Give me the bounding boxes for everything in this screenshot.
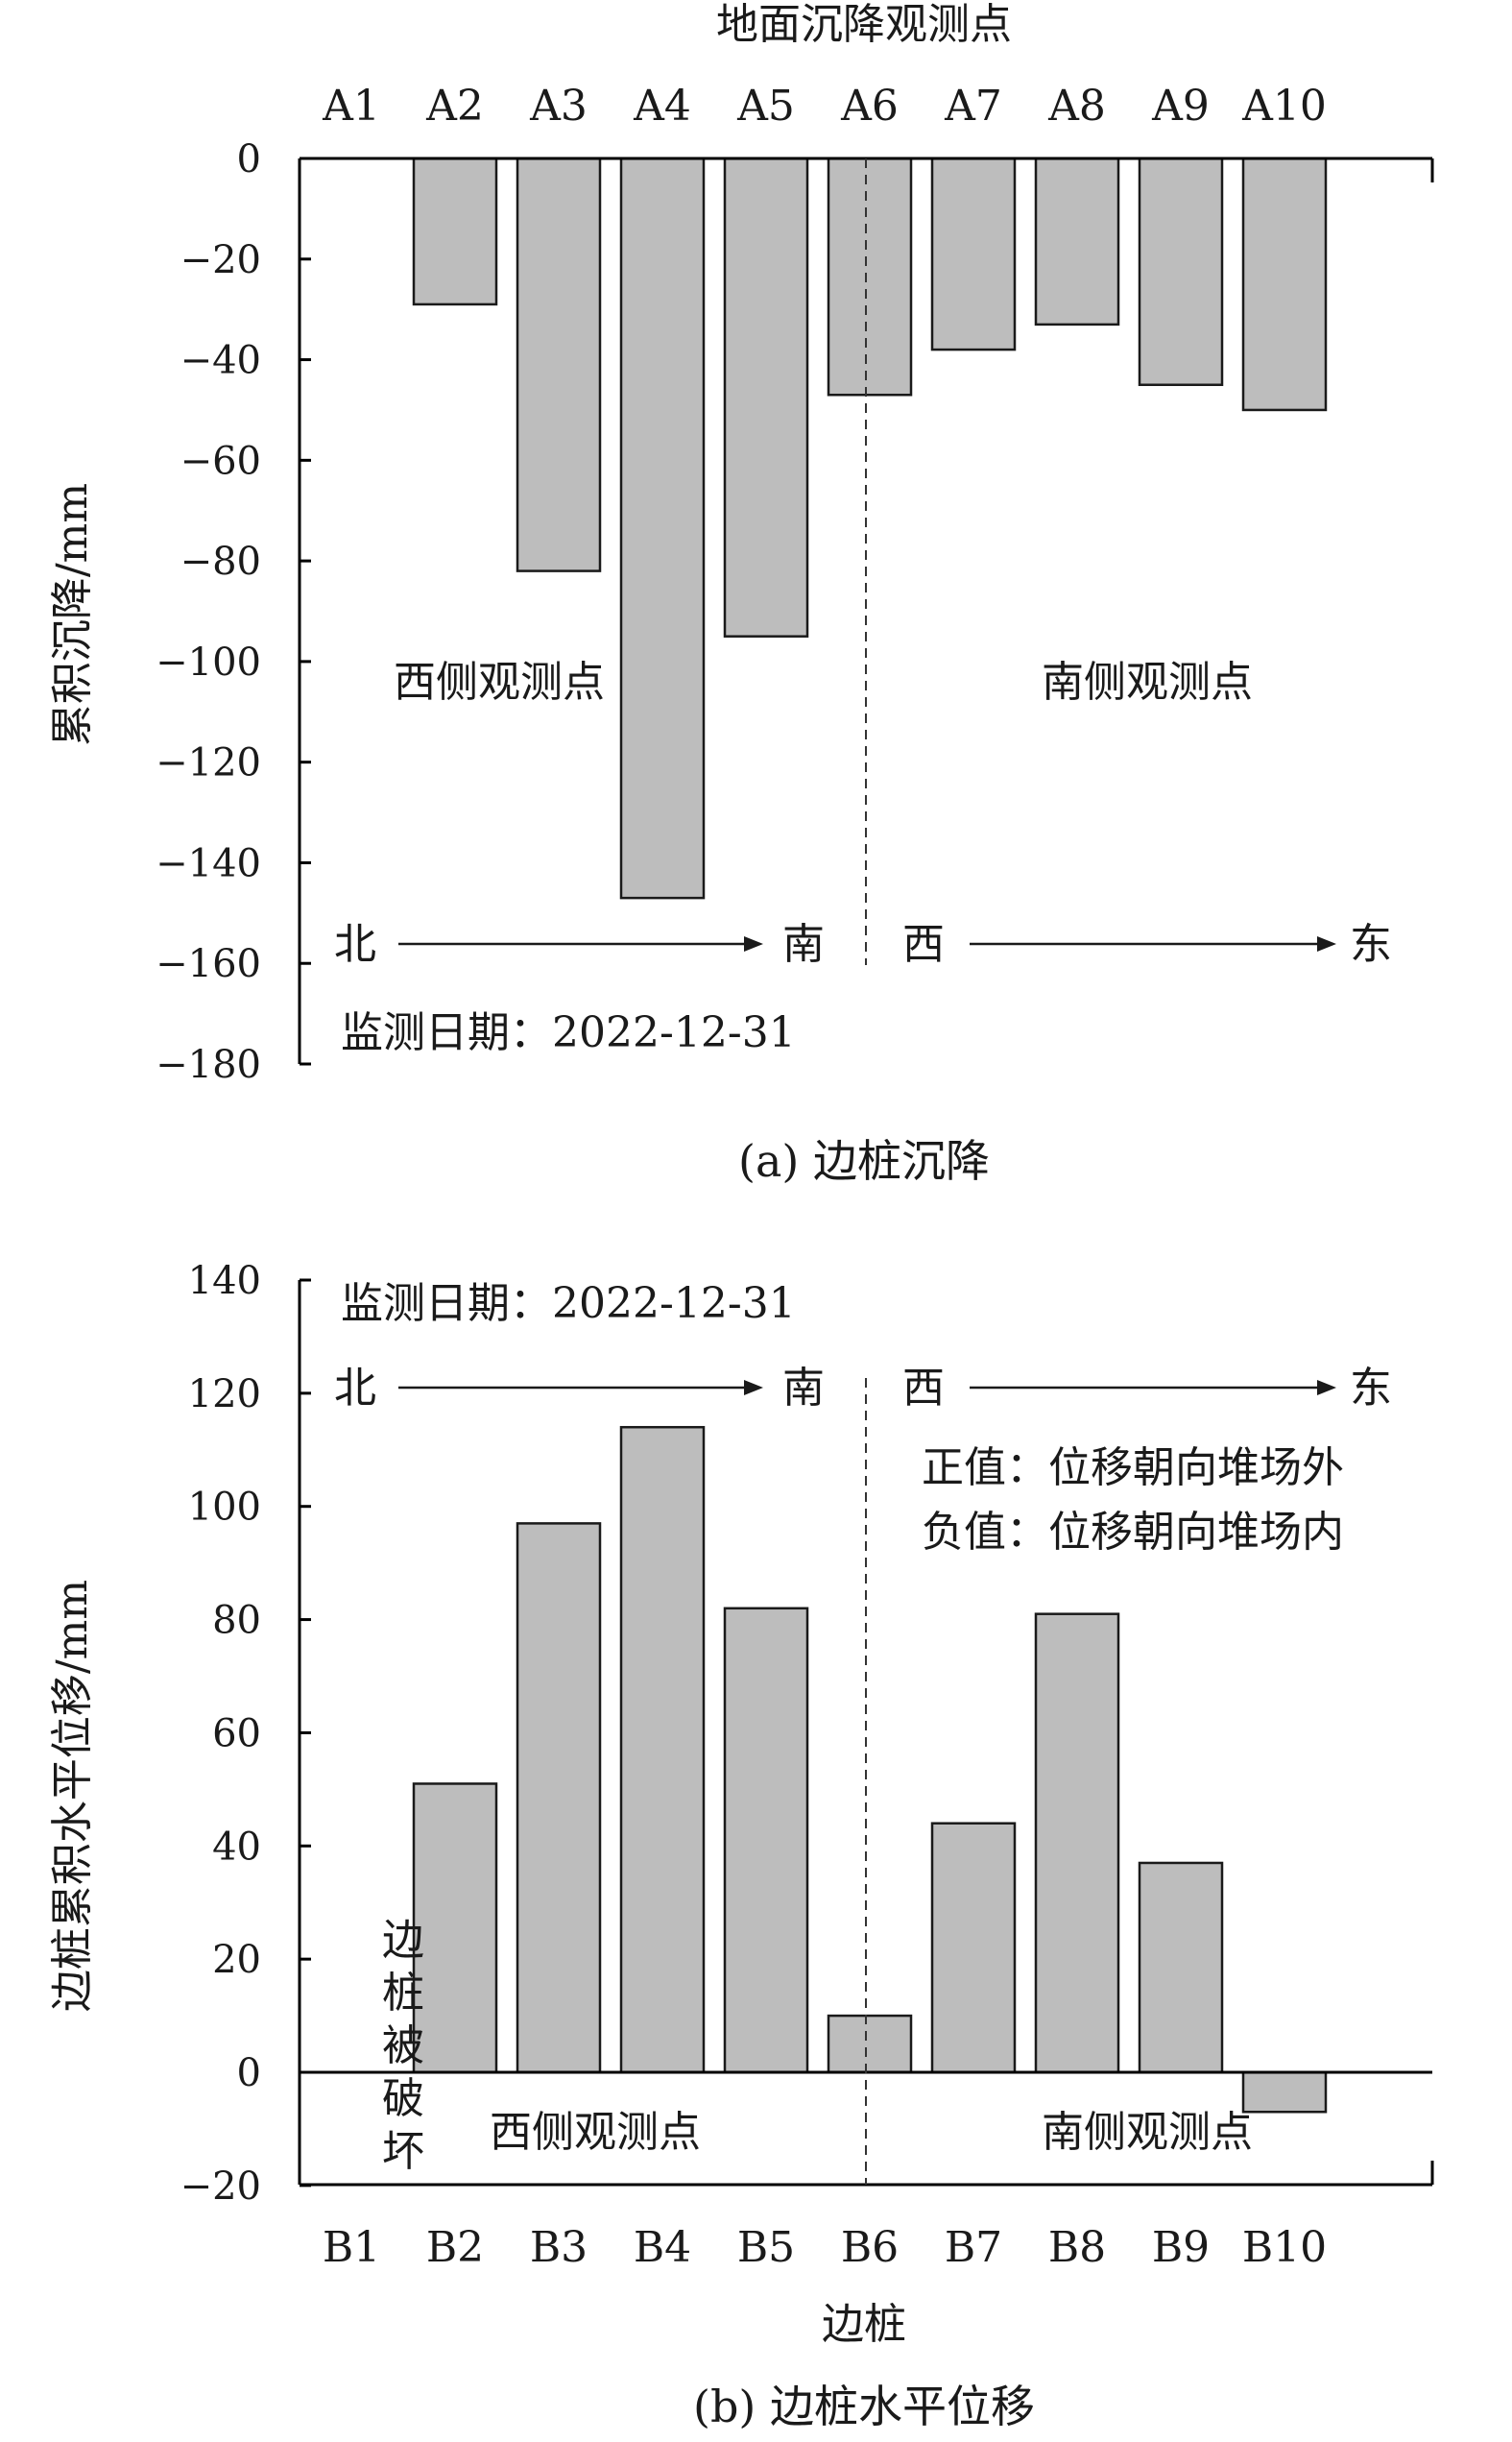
bar-b2 (412, 1782, 498, 2074)
chart-b-west-label: 西侧观测点 (490, 2108, 701, 2157)
y-tick-label: −140 (156, 841, 261, 885)
chart-b-negative-note: 负值：位移朝向堆场内 (922, 1508, 1344, 1557)
x-tick-label-a6: A6 (840, 82, 899, 131)
bar-a3 (516, 157, 602, 572)
bar-a8 (1034, 157, 1120, 326)
chart-a-south-label: 南侧观测点 (1042, 658, 1253, 707)
x-tick-label-b6: B6 (841, 2223, 899, 2272)
chart-b-positive-note: 正值：位移朝向堆场外 (922, 1443, 1344, 1492)
bar-b3 (516, 1522, 602, 2074)
y-tick-label: −20 (180, 238, 261, 282)
bar-b9 (1138, 1861, 1224, 2074)
chart-b-xlabel: 边桩 (822, 2300, 906, 2349)
bar-b8 (1034, 1612, 1120, 2074)
chart-a-arrowhead-we (1317, 936, 1336, 952)
chart-a-dir-west: 西 (902, 920, 945, 969)
chart-b-ylabel: 边桩累积水平位移/mm (48, 1580, 97, 2012)
chart-a-xlabel: 地面沉降观测点 (716, 0, 1012, 49)
y-tick-label: 0 (237, 2051, 261, 2095)
y-tick-label: 100 (188, 1486, 261, 1530)
chart-a-dir-north: 北 (334, 920, 376, 969)
x-tick-label-a8: A8 (1047, 82, 1106, 131)
y-tick-label: 120 (188, 1372, 261, 1416)
chart-a-dir-south: 南 (782, 920, 825, 969)
chart-a-dir-east: 东 (1350, 920, 1392, 969)
bar-a6 (827, 157, 913, 397)
chart-a-arrowhead-ns (744, 936, 763, 952)
chart-b-date: 监测日期：2022-12-31 (341, 1279, 796, 1328)
x-tick-label-b9: B9 (1152, 2223, 1210, 2272)
bar-b5 (723, 1607, 809, 2074)
bar-a2 (412, 157, 498, 306)
y-tick-label: −120 (156, 741, 261, 786)
x-tick-label-b3: B3 (530, 2223, 588, 2272)
y-tick-label: −100 (156, 641, 261, 685)
y-tick-label: 140 (188, 1259, 261, 1303)
x-tick-label-b1: B1 (323, 2223, 380, 2272)
bar-b6 (827, 2014, 913, 2074)
x-tick-label-a9: A9 (1151, 82, 1210, 131)
y-tick-label: 80 (212, 1599, 261, 1643)
y-tick-label: −160 (156, 942, 261, 986)
chart-a-caption: (a) 边桩沉降 (738, 1135, 990, 1187)
bar-b7 (930, 1822, 1017, 2074)
destroyed-char: 破 (382, 2074, 424, 2123)
chart-b-arrowhead-ns (744, 1380, 763, 1395)
x-tick-label-a4: A4 (633, 82, 691, 131)
bar-a7 (930, 157, 1017, 351)
bar-b4 (619, 1425, 706, 2074)
chart-a-ylabel: 累积沉降/mm (48, 483, 97, 746)
chart-b-dir-south: 南 (782, 1364, 825, 1413)
bar-b10 (1241, 2070, 1328, 2114)
chart-b-dir-east: 东 (1350, 1364, 1392, 1413)
x-tick-label-a1: A1 (322, 82, 380, 131)
chart-b: 监测日期：2022-12-31 北 南 西 东 正值：位移朝向堆场外 负值：位移… (48, 1259, 1434, 2432)
destroyed-char: 边 (382, 1916, 424, 1965)
y-tick-label: 60 (212, 1711, 261, 1755)
y-tick-label: −80 (180, 540, 261, 584)
chart-a-west-label: 西侧观测点 (394, 658, 605, 707)
destroyed-char: 被 (382, 2021, 424, 2070)
x-tick-label-b5: B5 (737, 2223, 795, 2272)
x-tick-label-b7: B7 (945, 2223, 1002, 2272)
y-tick-label: 0 (237, 137, 261, 181)
chart-b-caption: (b) 边桩水平位移 (693, 2381, 1035, 2432)
y-tick-label: −60 (180, 439, 261, 483)
y-tick-label: −180 (156, 1043, 261, 1087)
bar-a4 (619, 157, 706, 900)
chart-a: 地面沉降观测点 A1 A2 A3 A4 A5 A6 A7 A8 A9 A10 0 −20 −40 −60… (48, 0, 1434, 1187)
destroyed-char: 坏 (382, 2127, 424, 2176)
bar-a9 (1138, 157, 1224, 386)
destroyed-char: 桩 (382, 1969, 424, 2018)
x-tick-label-b8: B8 (1048, 2223, 1106, 2272)
chart-b-south-label: 南侧观测点 (1042, 2108, 1253, 2157)
y-tick-label: 20 (212, 1938, 261, 1982)
x-tick-label-b4: B4 (634, 2223, 691, 2272)
chart-a-date: 监测日期：2022-12-31 (341, 1008, 796, 1057)
chart-b-arrowhead-we (1317, 1380, 1336, 1395)
y-tick-label: −20 (180, 2164, 261, 2209)
x-tick-label-a7: A7 (944, 82, 1002, 131)
y-tick-label: 40 (212, 1825, 261, 1869)
chart-b-dir-west: 西 (902, 1364, 945, 1413)
x-tick-label-a3: A3 (529, 82, 588, 131)
bar-a5 (723, 157, 809, 638)
x-tick-label-a5: A5 (736, 82, 795, 131)
x-tick-label-b10: B10 (1242, 2223, 1327, 2272)
chart-b-dir-north: 北 (334, 1364, 376, 1413)
x-tick-label-a2: A2 (425, 82, 484, 131)
bar-a10 (1241, 157, 1328, 412)
y-tick-label: −40 (180, 339, 261, 383)
x-tick-label-a10: A10 (1241, 82, 1327, 131)
x-tick-label-b2: B2 (426, 2223, 484, 2272)
